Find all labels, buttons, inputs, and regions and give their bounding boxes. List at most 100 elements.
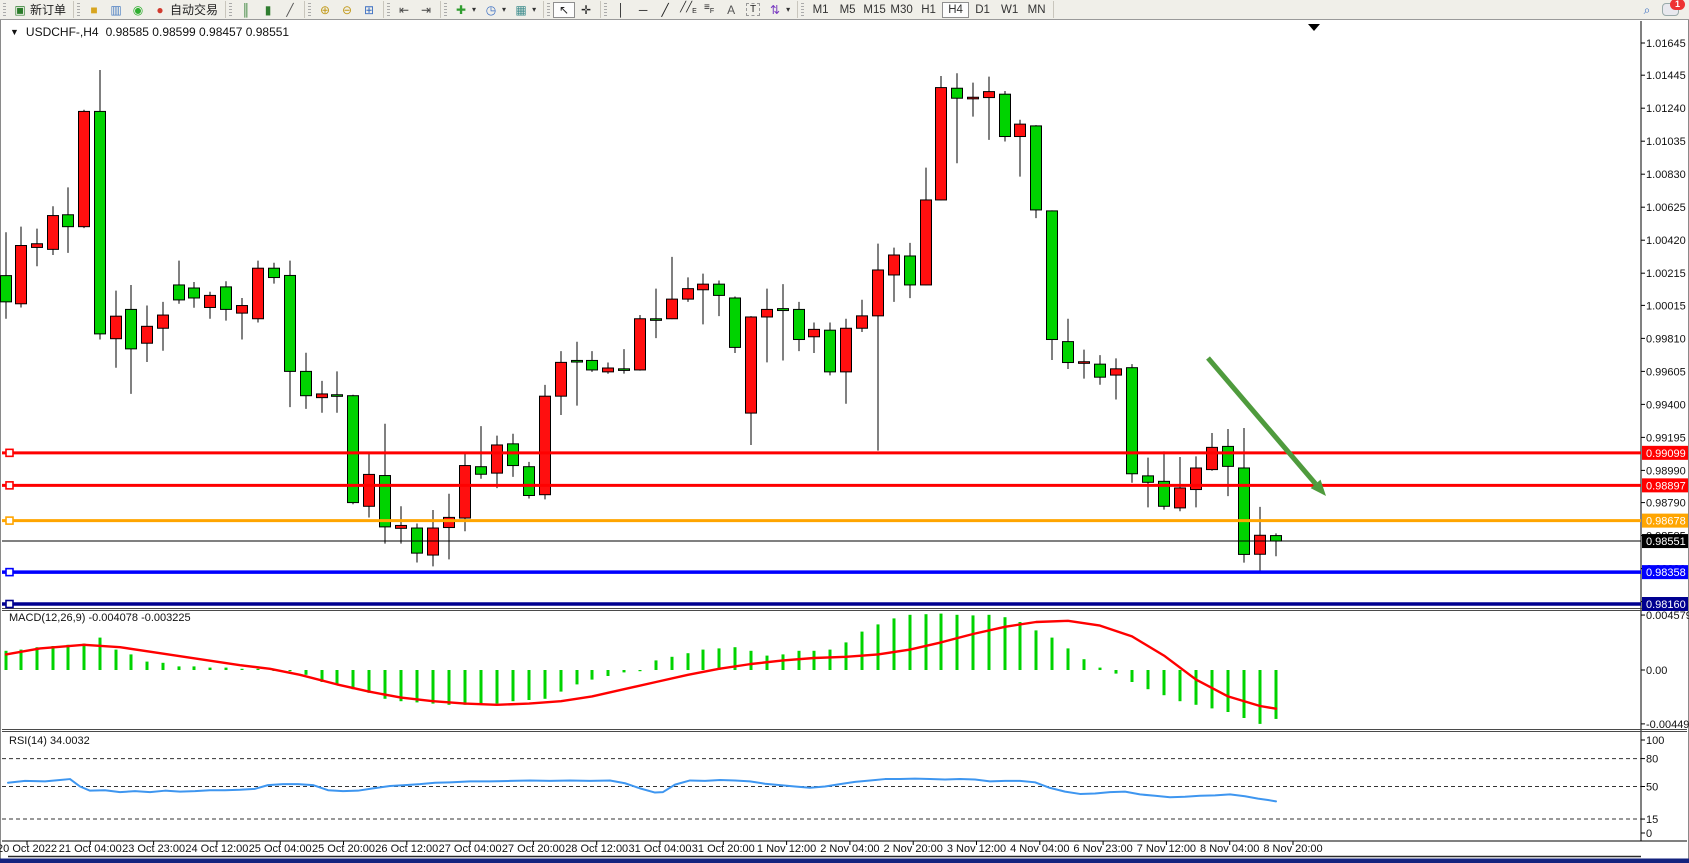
shift-start-button[interactable]: ⇤	[393, 2, 415, 18]
zoom-out-button[interactable]: ⊖	[336, 2, 358, 18]
autotrade-icon: ●	[156, 2, 164, 17]
label-button[interactable]: T	[742, 2, 764, 18]
cursor-button[interactable]: ↖	[553, 1, 576, 18]
svg-text:1.01645: 1.01645	[1646, 38, 1686, 50]
line-chart-button[interactable]: ╱	[279, 2, 301, 18]
crosshair-button[interactable]: ✛	[575, 2, 597, 18]
hline-button[interactable]: ─	[632, 2, 654, 18]
bar-chart-button[interactable]: ║	[235, 2, 257, 18]
eraser-button[interactable]: ■	[83, 2, 105, 18]
toolbar: ▣ 新订单 ■ ▥ ◉ ● 自动交易 ║ ▮ ╱ ⊕ ⊖ ⊞ ⇤ ⇥	[0, 0, 1689, 20]
chart-ohlc-values: 0.98585 0.98599 0.98457 0.98551	[105, 25, 290, 39]
chat-icon: 1	[1662, 0, 1685, 16]
svg-text:1.00830: 1.00830	[1646, 169, 1686, 181]
templates-icon: ▦	[515, 2, 527, 17]
svg-text:4 Nov 04:00: 4 Nov 04:00	[1010, 843, 1069, 855]
tab-mn[interactable]: MN	[1023, 2, 1050, 18]
svg-text:1.00215: 1.00215	[1646, 268, 1686, 280]
periods-icon: ◷	[485, 2, 497, 17]
svg-text:6 Nov 23:00: 6 Nov 23:00	[1073, 843, 1132, 855]
tab-h4[interactable]: H4	[942, 1, 970, 18]
label-icon: T	[746, 3, 761, 16]
svg-text:0.99605: 0.99605	[1646, 366, 1686, 378]
tab-d1[interactable]: D1	[969, 2, 996, 18]
text-button[interactable]: A	[720, 2, 742, 18]
chart-title[interactable]: ▼ USDCHF-,H4 0.98585 0.98599 0.98457 0.9…	[10, 25, 289, 39]
tab-m1[interactable]: M1	[807, 2, 834, 18]
svg-text:31 Oct 20:00: 31 Oct 20:00	[692, 843, 755, 855]
vline-button[interactable]: │	[610, 2, 632, 18]
svg-text:1.01445: 1.01445	[1646, 70, 1686, 82]
svg-text:0.99810: 0.99810	[1646, 333, 1686, 345]
bar-chart-icon: ║	[241, 2, 251, 17]
channel-button[interactable]: ╱╱E	[676, 2, 698, 18]
svg-text:15: 15	[1646, 814, 1658, 826]
svg-text:2 Nov 04:00: 2 Nov 04:00	[820, 843, 879, 855]
svg-text:0.98160: 0.98160	[1646, 599, 1686, 611]
shift-end-icon: ⇥	[421, 2, 432, 17]
fibonacci-button[interactable]: ≡F	[698, 2, 720, 18]
trendline-button[interactable]: ╱	[654, 2, 676, 18]
fibonacci-icon: ≡F	[704, 1, 715, 15]
chevron-down-icon: ▾	[786, 5, 791, 14]
autotrade-button[interactable]: ● 自动交易	[149, 2, 222, 18]
svg-text:27 Oct 04:00: 27 Oct 04:00	[439, 843, 502, 855]
hline-icon: ─	[638, 2, 648, 17]
svg-text:0.99195: 0.99195	[1646, 432, 1686, 444]
charts-icon: ▥	[110, 2, 122, 17]
candlestick-icon: ▮	[264, 2, 272, 17]
tab-m5[interactable]: M5	[834, 2, 861, 18]
search-button[interactable]: ⌕	[1636, 2, 1658, 18]
shift-end-button[interactable]: ⇥	[415, 2, 437, 18]
zoom-in-button[interactable]: ⊕	[314, 2, 336, 18]
chart-symbol-period: USDCHF-,H4	[25, 25, 99, 39]
signal-button[interactable]: ◉	[127, 2, 149, 18]
svg-text:1.01240: 1.01240	[1646, 103, 1686, 115]
channel-icon: ╱╱E	[680, 1, 697, 15]
cursor-icon: ↖	[559, 2, 570, 17]
svg-text:2 Nov 20:00: 2 Nov 20:00	[884, 843, 943, 855]
tab-m30[interactable]: M30	[888, 2, 915, 18]
new-order-button[interactable]: ▣ 新订单	[9, 2, 70, 18]
svg-text:21 Oct 04:00: 21 Oct 04:00	[59, 843, 122, 855]
crosshair-icon: ✛	[581, 2, 592, 17]
svg-text:7 Nov 12:00: 7 Nov 12:00	[1137, 843, 1196, 855]
chat-button[interactable]: 1	[1658, 0, 1685, 18]
zoom-out-icon: ⊖	[342, 2, 353, 17]
rsi-indicator-label: RSI(14) 34.0032	[9, 735, 90, 747]
add-indicator-button[interactable]: ✚ ▾	[450, 2, 480, 18]
tab-h1[interactable]: H1	[915, 2, 942, 18]
svg-text:20 Oct 2022: 20 Oct 2022	[0, 843, 57, 855]
periods-button[interactable]: ◷ ▾	[480, 2, 510, 18]
svg-text:0.98551: 0.98551	[1646, 536, 1686, 548]
arrows-icon: ⇅	[770, 2, 781, 17]
charts-button[interactable]: ▥	[105, 2, 127, 18]
svg-text:0.99099: 0.99099	[1646, 448, 1686, 460]
svg-text:1.00625: 1.00625	[1646, 202, 1686, 214]
new-order-label: 新订单	[30, 3, 67, 17]
svg-text:0.98990: 0.98990	[1646, 465, 1686, 477]
svg-text:0.98358: 0.98358	[1646, 567, 1686, 579]
autotrade-label: 自动交易	[170, 3, 219, 17]
candlestick-button[interactable]: ▮	[257, 2, 279, 18]
tile-windows-button[interactable]: ⊞	[358, 2, 380, 18]
svg-text:50: 50	[1646, 782, 1658, 794]
svg-text:3 Nov 12:00: 3 Nov 12:00	[947, 843, 1006, 855]
tab-w1[interactable]: W1	[996, 2, 1023, 18]
svg-text:27 Oct 20:00: 27 Oct 20:00	[502, 843, 565, 855]
svg-text:0.004579: 0.004579	[1646, 610, 1689, 622]
tab-m15[interactable]: M15	[861, 2, 888, 18]
templates-button[interactable]: ▦ ▾	[510, 2, 540, 18]
svg-text:1 Nov 12:00: 1 Nov 12:00	[757, 843, 816, 855]
svg-text:0: 0	[1646, 828, 1652, 840]
macd-indicator-label: MACD(12,26,9) -0.004078 -0.003225	[9, 612, 191, 624]
arrows-button[interactable]: ⇅ ▾	[764, 2, 794, 18]
chart-menu-icon[interactable]: ▼	[10, 27, 19, 37]
search-icon: ⌕	[1643, 2, 1651, 17]
chevron-down-icon: ▾	[532, 5, 537, 14]
svg-text:0.98790: 0.98790	[1646, 498, 1686, 510]
svg-text:25 Oct 04:00: 25 Oct 04:00	[249, 843, 312, 855]
